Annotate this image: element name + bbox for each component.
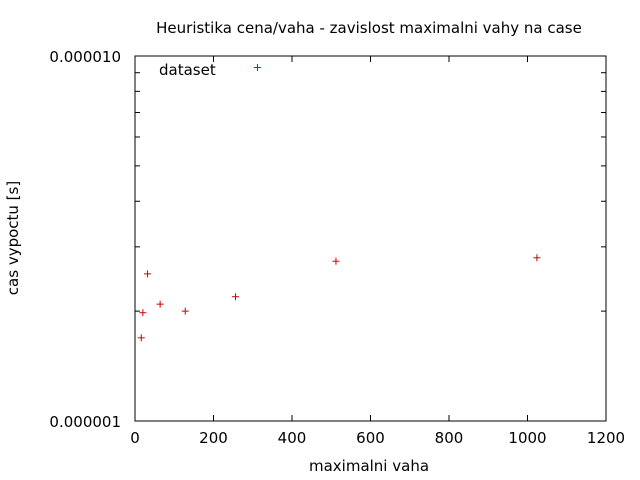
y-axis-label: cas vypoctu [s] <box>4 181 22 295</box>
data-point <box>533 254 541 262</box>
y-tick-label: 0.000010 <box>49 48 121 66</box>
data-point <box>231 293 239 301</box>
x-axis: 0 200 400 600 800 1000 1200 <box>130 56 625 447</box>
x-axis-label: maximalni vaha <box>309 457 429 475</box>
x-tick-label: 1000 <box>508 429 546 447</box>
data-point <box>332 257 340 265</box>
x-tick-label: 600 <box>356 429 385 447</box>
x-tick-label: 400 <box>278 429 307 447</box>
data-points <box>137 64 541 342</box>
x-tick-label: 800 <box>435 429 464 447</box>
data-point <box>139 309 147 317</box>
plot-frame <box>134 55 607 422</box>
x-tick-label: 0 <box>130 429 140 447</box>
data-point <box>181 307 189 315</box>
legend-label-dataset: dataset <box>159 61 216 79</box>
chart-title: Heuristika cena/vaha - zavislost maximal… <box>156 19 582 37</box>
data-point <box>144 270 152 278</box>
y-tick-label: 0.000001 <box>49 413 121 431</box>
legend: dataset <box>159 61 216 79</box>
data-point <box>137 334 145 342</box>
data-point <box>253 64 261 72</box>
x-tick-label: 1200 <box>587 429 625 447</box>
data-point <box>156 300 164 308</box>
y-axis: 0.000001 0.000010 <box>49 48 606 431</box>
x-tick-label: 200 <box>199 429 228 447</box>
